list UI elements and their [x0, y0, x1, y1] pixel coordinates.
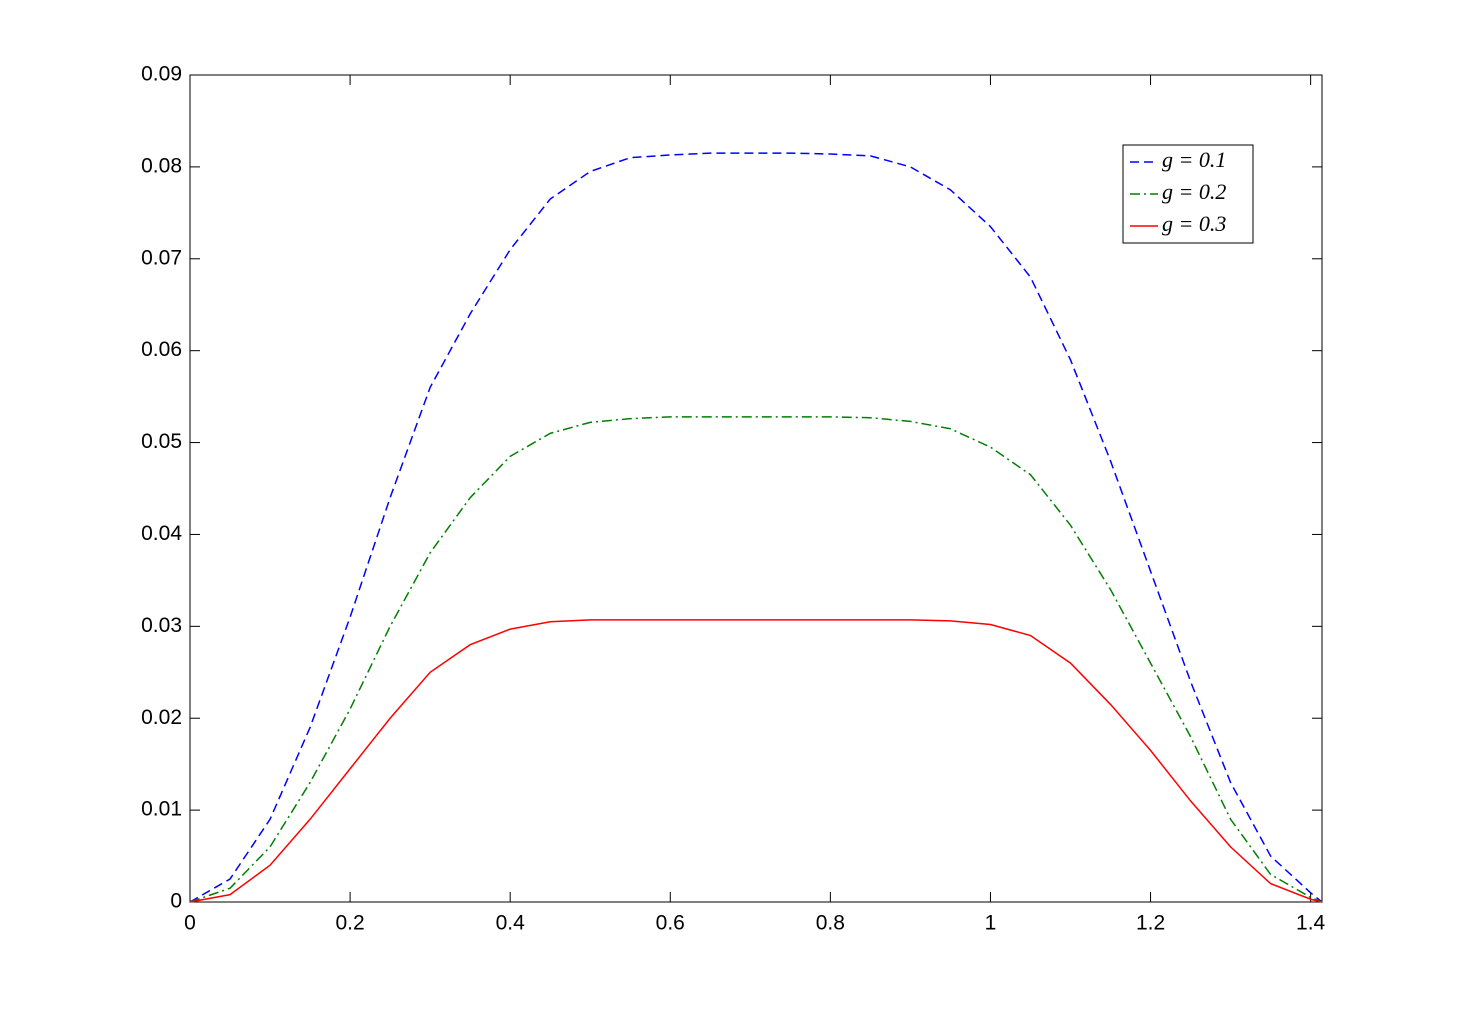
- y-tick-label: 0: [170, 890, 182, 913]
- y-tick-label: 0.01: [141, 798, 182, 821]
- y-tick-label: 0.09: [141, 63, 182, 86]
- x-tick-label: 1.2: [1136, 912, 1165, 935]
- y-tick-label: 0.02: [141, 706, 182, 729]
- y-tick-label: 0.04: [141, 522, 182, 545]
- y-tick-label: 0.03: [141, 614, 182, 637]
- data-line: [189, 416, 1323, 903]
- y-tick-label: 0.06: [141, 338, 182, 361]
- data-line: [189, 619, 1323, 903]
- x-tick-label: 1.4: [1296, 912, 1326, 935]
- y-tick-label: 0.05: [141, 430, 182, 453]
- legend-label: g = 0.3: [1162, 211, 1226, 236]
- legend-label: g = 0.1: [1162, 147, 1226, 172]
- plot-area: [189, 74, 1323, 903]
- x-tick-label: 0: [184, 912, 196, 935]
- y-tick-label: 0.07: [141, 246, 182, 269]
- x-tick-label: 1: [985, 912, 997, 935]
- legend-label: g = 0.2: [1162, 179, 1226, 204]
- x-tick-label: 0.8: [816, 912, 845, 935]
- y-tick-label: 0.08: [141, 154, 182, 177]
- x-tick-label: 0.2: [335, 912, 364, 935]
- x-tick-label: 0.4: [496, 912, 526, 935]
- x-tick-label: 0.6: [656, 912, 685, 935]
- data-line: [189, 152, 1323, 903]
